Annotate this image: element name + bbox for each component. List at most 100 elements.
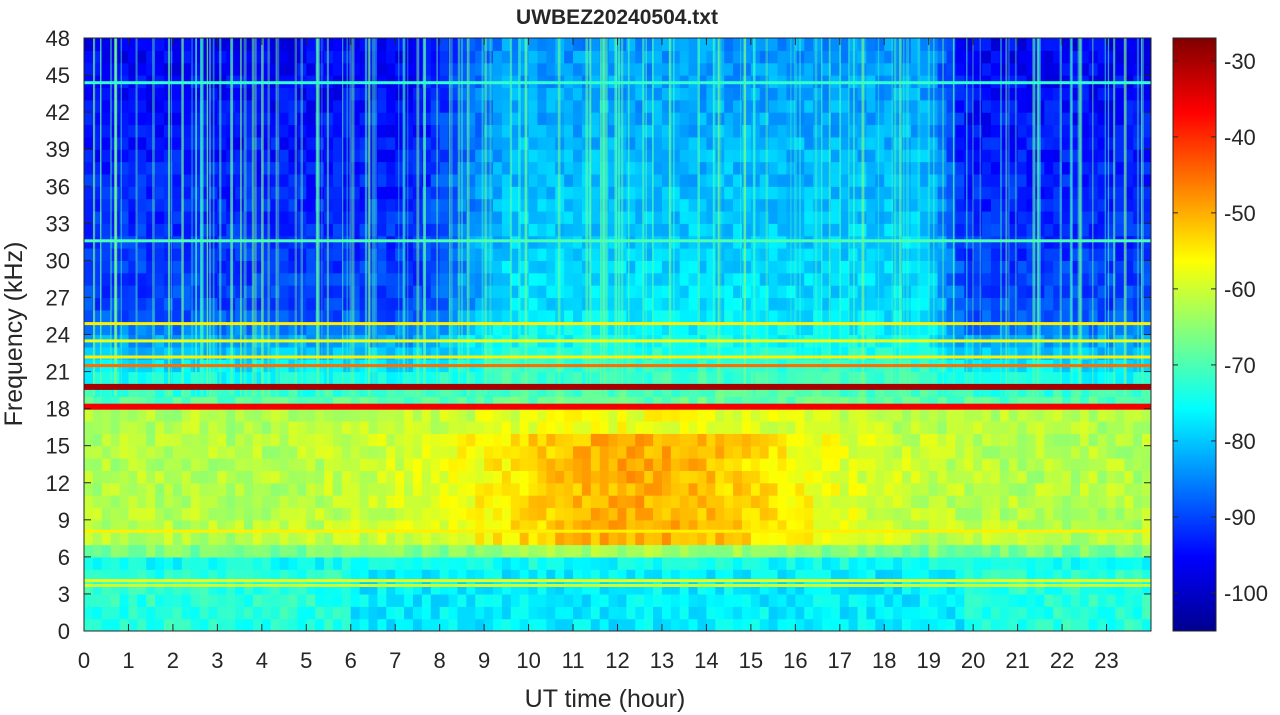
heatmap-cell [190, 408, 201, 422]
heatmap-cell [822, 198, 832, 212]
heatmap-cell [857, 606, 868, 620]
heatmap-cell [119, 495, 130, 509]
heatmap-cell [795, 433, 805, 447]
heatmap-cell [795, 544, 805, 558]
heatmap-cell [626, 136, 636, 150]
heatmap-cell [893, 149, 903, 163]
heatmap-cell [608, 322, 619, 336]
heatmap-cell [519, 569, 530, 583]
heatmap-cell [110, 482, 121, 496]
heatmap-cell [226, 458, 236, 471]
heatmap-cell [430, 408, 441, 422]
heatmap-cell [519, 482, 530, 496]
heatmap-cell [341, 507, 352, 521]
heatmap-cell [146, 112, 156, 126]
heatmap-cell [315, 371, 325, 385]
heatmap-cell [466, 50, 476, 64]
heatmap-cell [359, 136, 370, 150]
heatmap-cell [395, 433, 405, 447]
heatmap-cell [928, 618, 939, 631]
heatmap-cell [155, 248, 165, 261]
heatmap-cell [777, 532, 788, 546]
heatmap-cell [208, 556, 218, 570]
heatmap-cell [279, 272, 290, 286]
heatmap-cell [902, 309, 912, 323]
heatmap-cell [973, 458, 983, 471]
heatmap-cell [92, 62, 103, 76]
heatmap-cell [741, 248, 752, 261]
heatmap-cell [697, 223, 708, 237]
heatmap-cell [84, 383, 94, 397]
heatmap-cell [768, 556, 779, 570]
heatmap-cell [715, 445, 725, 459]
heatmap-cell [466, 371, 476, 385]
heatmap-cell [395, 346, 405, 360]
heatmap-cell [324, 433, 334, 447]
heatmap-cell [786, 124, 796, 138]
heatmap-cell [937, 38, 948, 51]
heatmap-cell [119, 297, 130, 311]
heatmap-cell [208, 149, 218, 163]
heatmap-cell [466, 297, 476, 311]
heatmap-cell [946, 556, 956, 570]
heatmap-cell [439, 322, 450, 336]
heatmap-cell [653, 87, 663, 101]
heatmap-cell [501, 593, 512, 607]
heatmap-cell [279, 124, 290, 138]
heatmap-cell [813, 408, 823, 422]
heatmap-cell [653, 198, 663, 212]
heatmap-cell [866, 519, 876, 533]
heatmap-cell [510, 38, 521, 51]
heatmap-cell [839, 606, 850, 620]
heatmap-cell [128, 593, 138, 607]
heatmap-cell [252, 50, 263, 64]
heatmap-cell [84, 371, 94, 385]
heatmap-cell [199, 396, 210, 410]
heatmap-cell [795, 606, 805, 620]
heatmap-cell [457, 556, 467, 570]
heatmap-cell [750, 544, 761, 558]
heatmap-cell [724, 581, 734, 595]
heatmap-cell [137, 285, 147, 299]
heatmap-cell [661, 581, 672, 595]
heatmap-cell [279, 371, 290, 385]
heatmap-cell [332, 248, 343, 261]
heatmap-cell [341, 606, 352, 620]
heatmap-cell [395, 396, 405, 410]
heatmap-cell [546, 285, 556, 299]
heatmap-cell [581, 445, 592, 459]
heatmap-cell [252, 136, 263, 150]
heatmap-cell [208, 198, 218, 212]
heatmap-cell [457, 112, 467, 126]
heatmap-cell [715, 297, 725, 311]
heatmap-cell [964, 112, 974, 126]
heatmap-cell [697, 309, 708, 323]
heatmap-cell [741, 272, 752, 286]
heatmap-cell [501, 136, 512, 150]
heatmap-cell [866, 581, 876, 595]
heatmap-cell [101, 383, 112, 397]
heatmap-cell [386, 186, 396, 200]
heatmap-cell [324, 606, 334, 620]
heatmap-cell [608, 223, 619, 237]
heatmap-cell [617, 544, 627, 558]
heatmap-cell [288, 297, 298, 311]
heatmap-cell [982, 248, 992, 261]
heatmap-cell [128, 297, 138, 311]
heatmap-cell [813, 470, 823, 484]
heatmap-cell [564, 445, 574, 459]
heatmap-cell [804, 309, 814, 323]
heatmap-cell [741, 309, 752, 323]
heatmap-cell [937, 556, 948, 570]
heatmap-cell [501, 618, 512, 631]
heatmap-cell [350, 396, 361, 410]
heatmap-cell [270, 223, 281, 237]
heatmap-cell [484, 606, 494, 620]
heatmap-cell [332, 519, 343, 533]
heatmap-cell [252, 322, 263, 336]
heatmap-cell [617, 532, 627, 546]
heatmap-cell [733, 309, 743, 323]
heatmap-cell [190, 470, 201, 484]
heatmap-cell [359, 87, 370, 101]
heatmap-cell [697, 272, 708, 286]
